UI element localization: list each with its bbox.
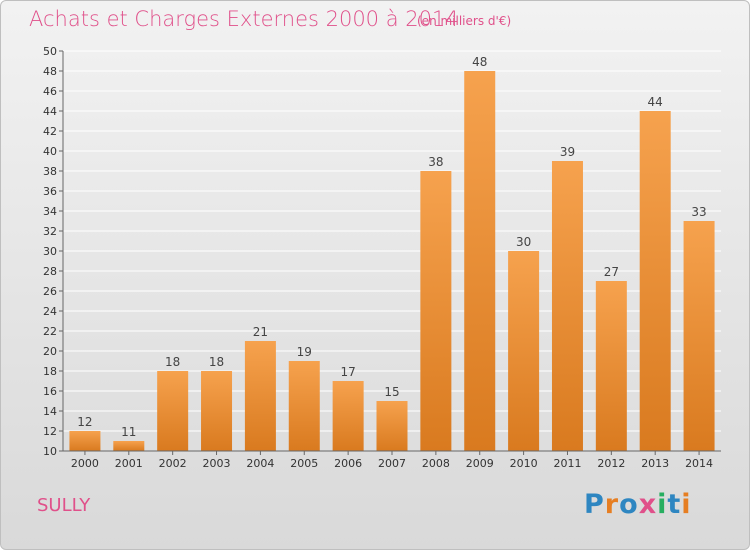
logo-letter: i <box>681 489 692 520</box>
y-tick-label: 28 <box>43 265 57 278</box>
bar <box>113 441 145 451</box>
bar <box>683 221 715 451</box>
y-tick-label: 38 <box>43 165 57 178</box>
chart-title: Achats et Charges Externes 2000 à 2014 <box>29 7 459 31</box>
y-tick-label: 14 <box>43 405 57 418</box>
bar <box>288 361 320 451</box>
bar-value-label: 33 <box>691 205 706 219</box>
x-tick-label: 2013 <box>641 457 669 470</box>
bar-value-label: 30 <box>516 235 531 249</box>
y-tick-label: 26 <box>43 285 57 298</box>
logo-letter: o <box>619 489 639 520</box>
x-tick-label: 2010 <box>510 457 538 470</box>
y-tick-label: 12 <box>43 425 57 438</box>
bar-value-label: 19 <box>297 345 312 359</box>
proxiti-logo: Proxiti <box>584 489 692 520</box>
logo-letter: t <box>667 489 682 520</box>
bar <box>244 341 276 451</box>
bar-value-label: 38 <box>428 155 443 169</box>
bar <box>639 111 671 451</box>
bar-value-label: 21 <box>253 325 268 339</box>
logo-letter: r <box>604 489 620 520</box>
bar-value-label: 11 <box>121 425 136 439</box>
x-tick-label: 2014 <box>685 457 713 470</box>
bar <box>69 431 101 451</box>
chart-subtitle: (en milliers d'€) <box>417 14 512 28</box>
y-tick-label: 44 <box>43 105 57 118</box>
y-tick-label: 40 <box>43 145 57 158</box>
x-tick-label: 2011 <box>553 457 581 470</box>
labels: 10 12 14 16 18 20 22 24 26 28 30 32 34 36 38 40 42 44 46 48… <box>43 45 713 470</box>
bar-value-label: 15 <box>384 385 399 399</box>
y-tick-label: 18 <box>43 365 57 378</box>
x-tick-label: 2003 <box>203 457 231 470</box>
y-tick-label: 20 <box>43 345 57 358</box>
y-tick-label: 10 <box>43 445 57 458</box>
x-tick-label: 2001 <box>115 457 143 470</box>
bar <box>464 71 496 451</box>
x-tick-label: 2000 <box>71 457 99 470</box>
bar-value-label: 12 <box>77 415 92 429</box>
y-tick-label: 16 <box>43 385 57 398</box>
bar <box>551 161 583 451</box>
x-tick-label: 2009 <box>466 457 494 470</box>
x-tick-label: 2008 <box>422 457 450 470</box>
x-tick-label: 2007 <box>378 457 406 470</box>
x-tick-label: 2004 <box>246 457 274 470</box>
bar <box>508 251 540 451</box>
bar-value-label: 17 <box>340 365 355 379</box>
y-tick-label: 50 <box>43 45 57 58</box>
x-tick-label: 2005 <box>290 457 318 470</box>
x-tick-label: 2002 <box>159 457 187 470</box>
bar <box>376 401 408 451</box>
x-tick-label: 2012 <box>597 457 625 470</box>
logo-letter: i <box>657 489 668 520</box>
bar <box>157 371 189 451</box>
bar-value-label: 44 <box>648 95 663 109</box>
y-tick-label: 34 <box>43 205 57 218</box>
y-tick-label: 24 <box>43 305 57 318</box>
x-tick-label: 2006 <box>334 457 362 470</box>
bar <box>420 171 452 451</box>
bar <box>595 281 627 451</box>
commune-name: SULLY <box>37 495 91 516</box>
y-tick-label: 36 <box>43 185 57 198</box>
y-tick-label: 48 <box>43 65 57 78</box>
bar-value-label: 39 <box>560 145 575 159</box>
bar <box>332 381 364 451</box>
bar <box>201 371 233 451</box>
logo-letter: P <box>584 489 605 520</box>
bar-value-label: 27 <box>604 265 619 279</box>
bar-value-label: 18 <box>209 355 224 369</box>
y-tick-label: 22 <box>43 325 57 338</box>
bars <box>69 71 715 451</box>
logo-letter: x <box>638 489 658 520</box>
y-tick-label: 32 <box>43 225 57 238</box>
y-tick-label: 42 <box>43 125 57 138</box>
y-tick-label: 30 <box>43 245 57 258</box>
axes <box>59 50 721 455</box>
bar-value-label: 48 <box>472 55 487 69</box>
bar-value-label: 18 <box>165 355 180 369</box>
y-tick-label: 46 <box>43 85 57 98</box>
